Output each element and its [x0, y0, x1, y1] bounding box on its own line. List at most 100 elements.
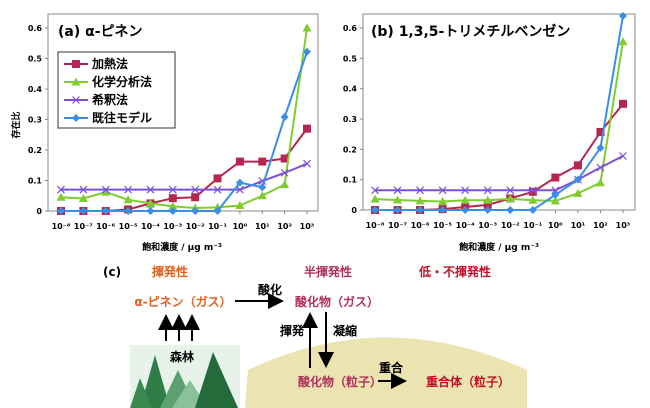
data-point	[415, 196, 425, 205]
data-point	[101, 187, 111, 196]
x-tick-label: 10¹	[255, 222, 270, 231]
y-tick-label: 0	[36, 207, 42, 216]
y-tick-label: 0.2	[343, 145, 357, 154]
data-point	[461, 206, 470, 214]
legend-marker	[72, 96, 80, 104]
panel-label: (c)	[103, 265, 121, 279]
x-tick-label: 10⁻³	[478, 221, 497, 230]
data-point	[145, 198, 155, 207]
data-point	[303, 159, 311, 168]
x-tick-label: 10⁻³	[163, 222, 182, 231]
data-point	[168, 201, 178, 210]
legend-label: 希釈法	[91, 92, 128, 107]
legend-label: 化学分析法	[92, 74, 152, 89]
data-point	[302, 23, 312, 32]
y-tick-label: 0.4	[28, 85, 43, 94]
data-point	[393, 186, 402, 195]
y-tick-label: 0.6	[343, 24, 358, 33]
data-point	[438, 186, 447, 195]
y-tick-label: 0.2	[28, 146, 42, 155]
data-point	[619, 99, 627, 108]
plot-frame	[362, 13, 636, 211]
low-volatile-heading: 低・不揮発性	[418, 264, 491, 279]
data-point	[101, 185, 110, 194]
x-tick-label: 10⁻⁸	[52, 222, 71, 231]
data-point	[235, 178, 244, 187]
x-tick-label: 10⁻⁶	[96, 222, 115, 231]
data-point	[619, 152, 627, 160]
x-tick-label: 10³	[616, 221, 631, 230]
oxidation-label: 酸化	[258, 282, 282, 297]
data-point	[124, 185, 133, 194]
data-point	[506, 206, 515, 214]
data-point	[505, 194, 515, 203]
series-line	[61, 128, 308, 212]
data-point	[483, 195, 493, 204]
y-axis-label: 存在比	[10, 111, 22, 138]
oxide-particle: 酸化物（粒子）	[298, 374, 382, 389]
data-point	[213, 174, 222, 183]
legend-marker	[72, 60, 80, 68]
data-point	[595, 178, 605, 187]
data-point	[528, 195, 538, 204]
y-tick-label: 0.5	[28, 55, 43, 64]
forest-label: 森林	[170, 349, 194, 364]
data-point	[168, 185, 177, 194]
data-point	[551, 190, 560, 199]
y-tick-label: 0.3	[28, 116, 42, 125]
data-point	[596, 143, 605, 152]
x-tick-label: 10²	[277, 222, 292, 231]
polymer-particle: 重合体（粒子）	[426, 374, 510, 389]
volatile-heading: 揮発性	[152, 264, 188, 279]
series-line	[375, 103, 624, 211]
legend-marker	[71, 77, 81, 86]
data-point	[168, 207, 177, 215]
data-point	[56, 192, 66, 201]
data-point	[168, 194, 177, 203]
data-point	[573, 188, 583, 197]
x-tick-label: 10⁻²	[501, 221, 520, 230]
chart-b: (b) 1,3,5-トリメチルベンゼン 飽和濃度 / μg m⁻³ 0 0.1 0.…	[343, 11, 636, 253]
data-point	[303, 124, 311, 133]
semi-volatile-heading: 半揮発性	[304, 264, 352, 279]
data-point	[573, 161, 582, 170]
data-point	[550, 196, 560, 205]
data-point	[235, 201, 245, 210]
diagram-c: (c) 揮発性 半揮発性 低・不揮発性 α-ピネン（ガス） 酸化 酸化物（ガス）…	[103, 264, 527, 408]
data-point	[146, 207, 155, 215]
x-tick-label: 10²	[593, 221, 608, 230]
y-tick-label: 0	[351, 206, 357, 215]
x-tick-label: 10⁻¹	[208, 222, 227, 231]
y-tick-label: 0.1	[343, 176, 358, 185]
data-point	[618, 37, 628, 46]
data-point	[191, 207, 200, 215]
x-tick-label: 10⁻⁵	[119, 222, 138, 231]
x-tick-label: 10¹	[571, 221, 586, 230]
series-line	[375, 155, 624, 192]
legend-label: 既往モデル	[92, 110, 152, 125]
x-tick-label: 10³	[300, 222, 315, 231]
data-point	[416, 206, 425, 214]
data-point	[191, 185, 200, 194]
x-tick-label: 10⁻²	[186, 222, 205, 231]
data-point	[596, 128, 605, 137]
data-point	[280, 113, 289, 122]
x-tick-label: 10⁰	[233, 222, 248, 231]
data-point	[235, 185, 244, 194]
x-tick-label: 10⁻⁶	[411, 221, 430, 230]
oxide-gas: 酸化物（ガス）	[295, 294, 379, 309]
y-tick-label: 0.1	[28, 177, 43, 186]
series-line	[60, 27, 308, 209]
data-point	[416, 186, 425, 195]
data-point	[393, 206, 402, 214]
data-point	[124, 207, 133, 215]
data-point	[483, 206, 492, 214]
x-axis-label: 飽和濃度 / μg m⁻³	[458, 241, 539, 253]
chart-a: (a) α-ピネン 飽和濃度 / μg m⁻³ 存在比 加熱法 化学分析法 希釈…	[10, 13, 319, 253]
data-point	[57, 207, 65, 215]
data-point	[280, 179, 290, 188]
x-tick-label: 10⁻⁷	[388, 221, 407, 230]
x-tick-label: 10⁰	[548, 221, 563, 230]
data-point	[123, 195, 133, 204]
data-point	[257, 191, 267, 200]
